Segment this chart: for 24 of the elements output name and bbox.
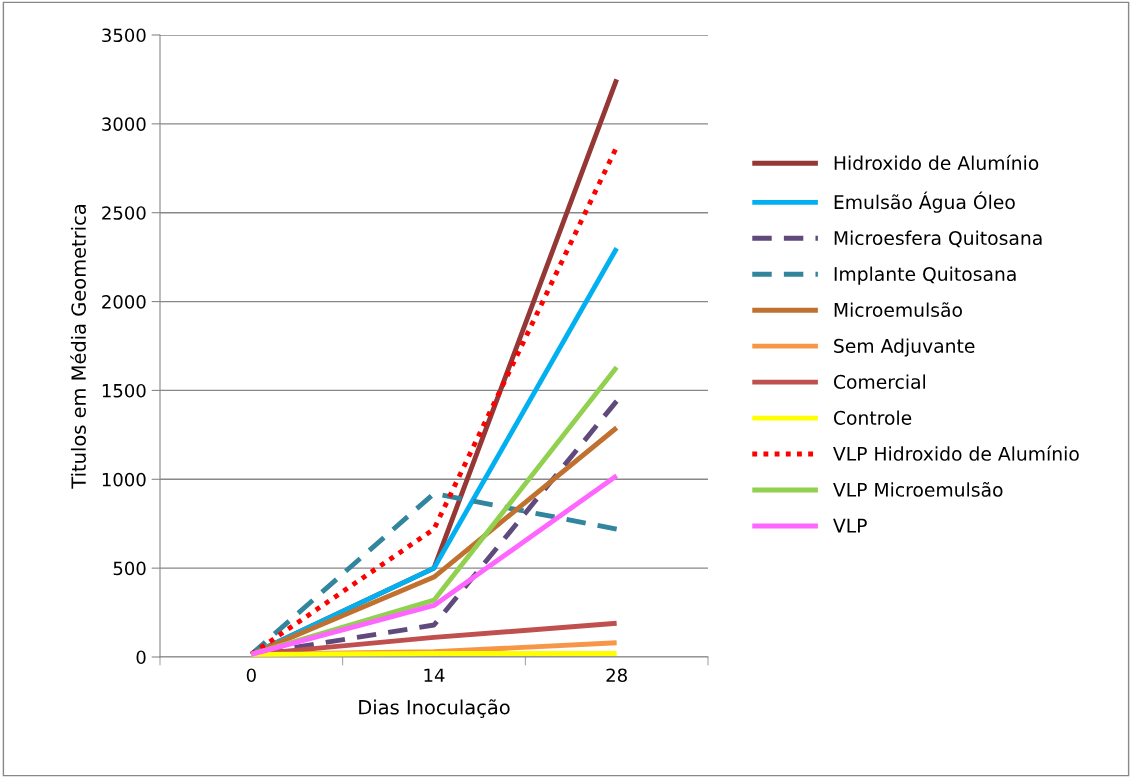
legend-label: Microesfera Quitosana <box>834 230 1042 248</box>
legend-label: VLP Hidroxido de Alumínio <box>833 445 1079 461</box>
y-tick-label: 1000 <box>102 472 146 487</box>
x-tick-label: 14 <box>424 668 445 682</box>
y-tick-label: 500 <box>113 561 146 576</box>
legend-label: Sem Adjuvante <box>834 338 975 357</box>
x-axis-title: Dias Inoculação <box>359 699 510 719</box>
legend-label: Controle <box>833 410 912 425</box>
x-tick-label: 0 <box>246 668 256 683</box>
legend-label: Emulsão Água Óleo <box>834 191 1015 213</box>
legend-label: Microemulsão <box>834 302 962 318</box>
y-tick-label: 1500 <box>102 383 146 398</box>
y-axis-title: Titulos em Média Geometrica <box>70 205 86 489</box>
legend-label: Implante Quitosana <box>834 266 1016 285</box>
legend-label: Comercial <box>833 374 926 389</box>
y-tick-label: 3000 <box>102 117 146 131</box>
y-tick-label: 2000 <box>102 295 146 309</box>
y-tick-label: 0 <box>136 650 146 665</box>
y-tick-label: 3500 <box>102 28 146 43</box>
y-tick-label: 2500 <box>102 206 146 220</box>
legend-label: Hidroxido de Alumínio <box>834 154 1039 171</box>
legend-label: VLP <box>833 518 867 533</box>
legend-label: VLP Microemulsão <box>833 481 1003 497</box>
x-tick-label: 28 <box>606 668 627 683</box>
